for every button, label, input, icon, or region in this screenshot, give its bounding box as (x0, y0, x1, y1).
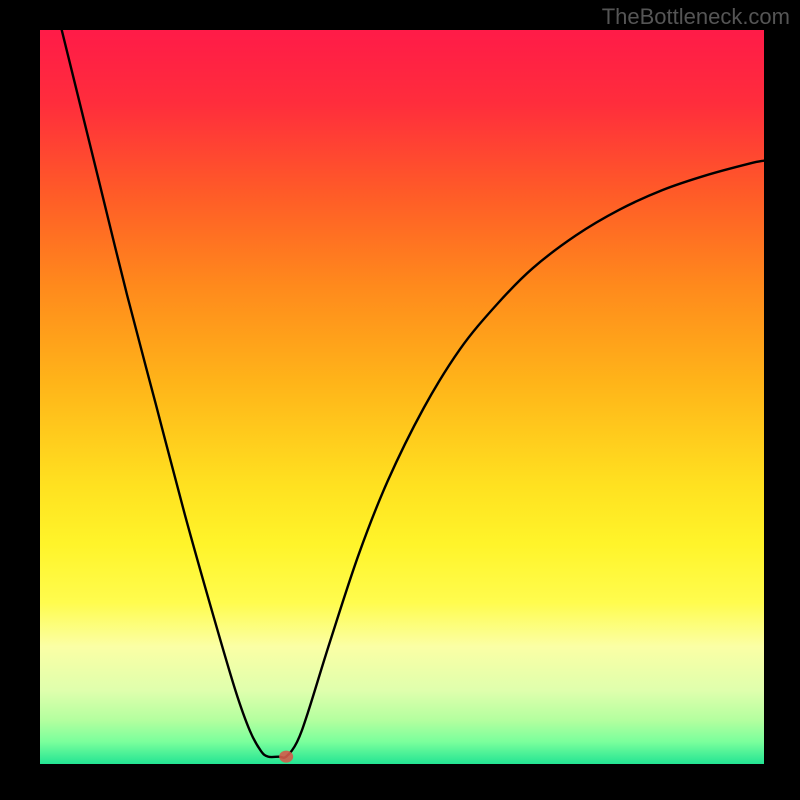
bottleneck-chart (0, 0, 800, 800)
plot-background (40, 30, 764, 764)
watermark-text: TheBottleneck.com (602, 4, 790, 30)
chart-container: TheBottleneck.com (0, 0, 800, 800)
optimal-point-marker (279, 751, 293, 763)
